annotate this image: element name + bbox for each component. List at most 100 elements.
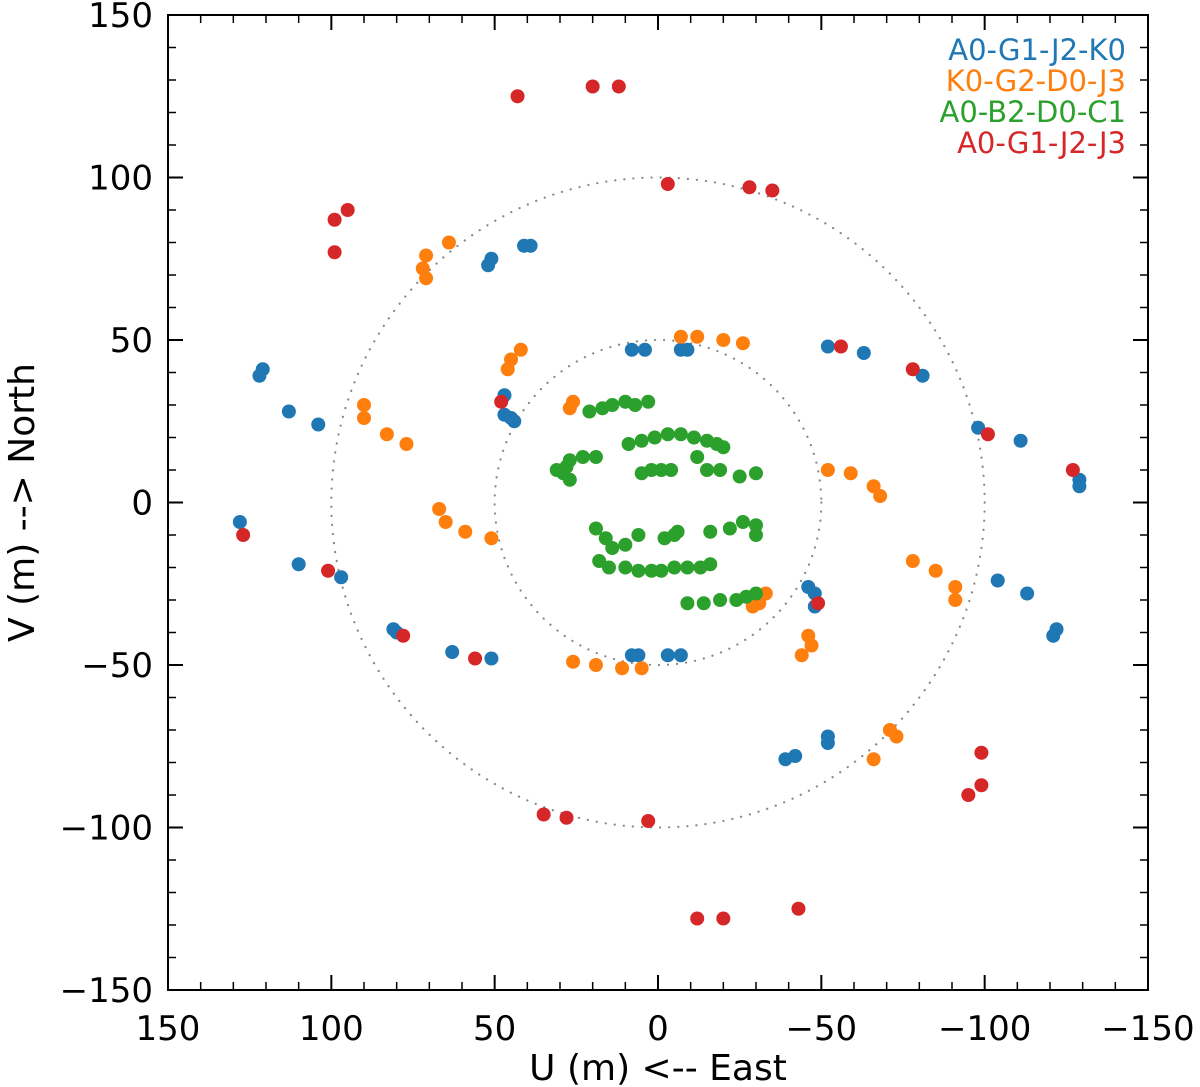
point-series3-2 — [611, 79, 626, 94]
point-series2-14 — [654, 463, 669, 477]
point-series1-41 — [948, 593, 963, 607]
y-tick-label: −100 — [60, 809, 153, 849]
point-series2-49 — [647, 430, 662, 445]
point-series1-14 — [484, 531, 499, 546]
point-series0-18 — [507, 414, 522, 429]
point-series0-22 — [680, 342, 695, 357]
point-series2-3 — [575, 450, 590, 464]
point-series3-14 — [811, 596, 826, 611]
point-series1-27 — [615, 661, 630, 676]
axis-ticks — [167, 14, 1149, 991]
x-axis-label: U (m) <-- East — [529, 1048, 787, 1087]
point-series0-9 — [445, 645, 460, 659]
point-series1-13 — [458, 524, 473, 539]
point-series2-6 — [562, 472, 577, 487]
point-series3-5 — [765, 183, 780, 198]
point-series2-52 — [686, 430, 701, 445]
point-series3-17 — [980, 427, 995, 442]
point-series1-9 — [379, 427, 394, 442]
point-series2-21 — [588, 521, 603, 536]
point-series2-36 — [680, 596, 695, 611]
point-series0-34 — [1013, 433, 1028, 448]
point-series1-22 — [843, 466, 858, 481]
point-series0-30 — [820, 339, 835, 354]
point-series0-31 — [856, 346, 871, 360]
point-series2-7 — [690, 450, 705, 464]
point-series2-42 — [644, 563, 659, 578]
point-series3-12 — [468, 651, 483, 666]
point-series0-6 — [334, 570, 349, 585]
point-series1-38 — [905, 554, 920, 568]
point-series3-8 — [327, 245, 342, 260]
point-series1-24 — [873, 489, 888, 503]
x-tick-label: 100 — [299, 1009, 364, 1049]
point-series3-26 — [974, 778, 989, 793]
point-series2-38 — [693, 560, 708, 575]
point-series1-16 — [566, 394, 581, 409]
y-tick-label: 0 — [131, 484, 153, 524]
point-series2-41 — [654, 563, 669, 578]
plot-frame — [167, 14, 1149, 991]
point-series1-39 — [928, 563, 943, 578]
point-series2-50 — [660, 427, 675, 442]
point-series1-28 — [634, 661, 649, 676]
point-series1-8 — [357, 411, 371, 425]
point-series1-37 — [889, 729, 904, 744]
point-series2-28 — [628, 398, 643, 412]
point-series1-12 — [438, 515, 453, 529]
y-tick-label: 50 — [110, 321, 153, 361]
point-series1-7 — [357, 398, 371, 412]
point-series2-33 — [729, 593, 744, 607]
x-tick-label: −100 — [938, 1009, 1031, 1049]
point-series0-3 — [281, 404, 296, 419]
point-series1-20 — [735, 336, 750, 351]
legend-entry: A0-G1-J2-J3 — [957, 126, 1126, 160]
x-tick-label: −150 — [1101, 1009, 1194, 1049]
point-series0-38 — [788, 749, 803, 763]
point-series0-20 — [637, 342, 652, 357]
point-series2-11 — [749, 466, 763, 481]
point-series2-39 — [680, 560, 695, 575]
point-series2-34 — [713, 593, 728, 607]
point-series2-48 — [634, 433, 649, 448]
reference-circle-50 — [493, 338, 823, 667]
point-series2-10 — [732, 469, 747, 484]
point-series1-26 — [588, 658, 603, 672]
point-series1-11 — [432, 502, 447, 516]
y-tick-label: 150 — [88, 0, 153, 36]
point-series2-26 — [605, 398, 620, 412]
point-series2-5 — [549, 463, 564, 477]
point-series0-4 — [311, 417, 326, 432]
reference-circles — [330, 176, 986, 829]
y-tick-label: 100 — [88, 159, 153, 199]
point-series3-24 — [791, 901, 806, 916]
point-series0-42 — [1020, 586, 1035, 601]
point-series2-58 — [670, 524, 685, 539]
point-series2-24 — [618, 537, 633, 552]
point-series2-15 — [664, 463, 679, 477]
point-series2-8 — [700, 463, 714, 477]
point-series1-21 — [820, 463, 835, 477]
legend-entry: A0-G1-J2-K0 — [948, 33, 1126, 67]
point-series2-46 — [592, 554, 607, 568]
point-series2-59 — [657, 531, 672, 546]
x-tick-label: −50 — [785, 1009, 857, 1049]
point-series2-19 — [749, 518, 763, 533]
point-series0-25 — [660, 648, 675, 663]
point-series3-19 — [536, 807, 551, 822]
point-series3-15 — [833, 339, 848, 354]
point-series1-25 — [566, 654, 581, 669]
point-series3-25 — [961, 788, 976, 802]
point-series1-18 — [690, 329, 705, 344]
point-series2-43 — [631, 563, 646, 578]
point-series3-23 — [716, 911, 731, 926]
point-series0-19 — [624, 342, 639, 357]
point-series0-2 — [255, 362, 270, 377]
reference-circle-100 — [330, 176, 986, 829]
point-series1-40 — [948, 580, 963, 594]
point-series0-40 — [820, 729, 835, 744]
point-series3-1 — [585, 79, 600, 94]
point-series1-3 — [419, 271, 434, 286]
point-series1-17 — [673, 329, 688, 344]
point-series1-31 — [758, 586, 773, 601]
